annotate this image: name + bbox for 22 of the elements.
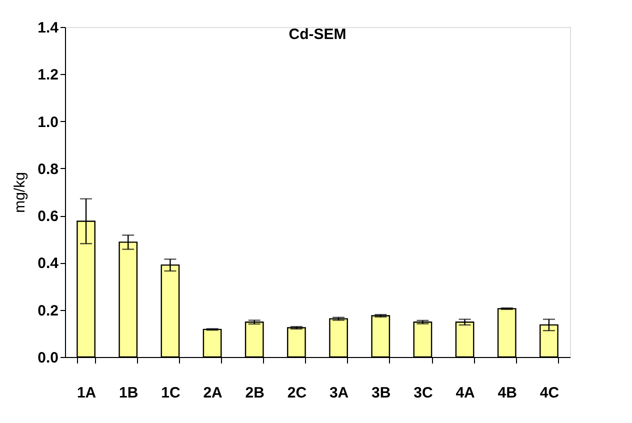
x-tick-label: 3C xyxy=(414,384,433,402)
x-tick-label: 2C xyxy=(287,384,307,402)
x-tick-label: 3B xyxy=(372,384,391,402)
x-tick-label: 4A xyxy=(456,384,476,402)
x-tick-label: 4C xyxy=(540,384,560,402)
x-tick-label: 1B xyxy=(119,384,138,402)
x-tick-label: 2A xyxy=(203,384,223,402)
y-tick-label: 0.8 xyxy=(38,160,58,178)
x-tick-label: 2B xyxy=(245,384,265,402)
chart-title: Cd-SEM xyxy=(288,26,346,43)
x-tick-label: 3A xyxy=(329,384,349,402)
y-tick-label: 1.0 xyxy=(38,114,58,131)
x-tick-label: 1C xyxy=(161,384,180,402)
y-tick-label: 0.4 xyxy=(38,255,60,272)
y-tick-label: 0.6 xyxy=(38,208,58,226)
y-tick-label: 0.2 xyxy=(38,302,58,320)
y-tick-label: 1.4 xyxy=(38,20,60,36)
y-tick-label: 1.2 xyxy=(38,66,58,84)
x-tick-label: 1A xyxy=(76,384,96,402)
y-tick-label: 0.0 xyxy=(38,350,58,366)
x-tick-label: 4B xyxy=(498,384,518,402)
y-axis-title: mg/kg xyxy=(12,172,29,213)
